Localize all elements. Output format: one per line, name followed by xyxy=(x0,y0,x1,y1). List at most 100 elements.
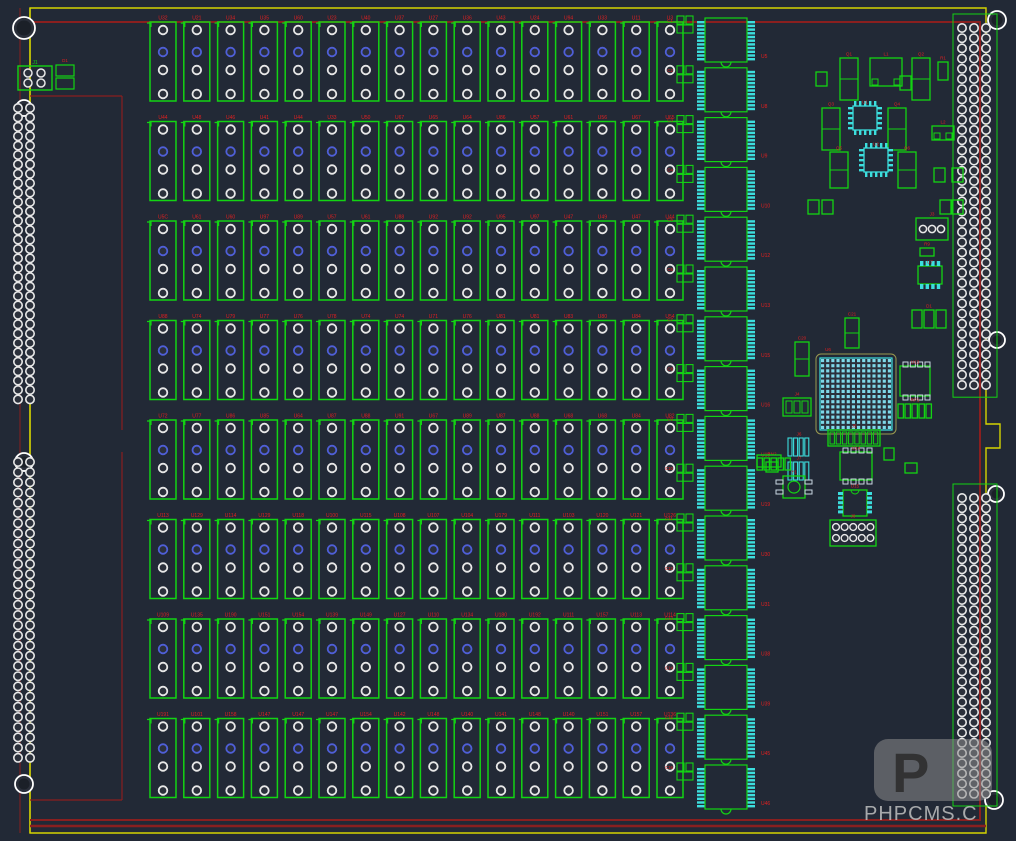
memory-slot[interactable]: U111 xyxy=(552,613,583,699)
connector-pad[interactable] xyxy=(24,328,35,339)
connector-pad[interactable] xyxy=(968,574,979,585)
slot-pad[interactable] xyxy=(462,544,473,555)
connector-pad[interactable] xyxy=(24,477,35,488)
slot-pad[interactable] xyxy=(360,621,372,633)
slot-pad[interactable] xyxy=(394,586,405,597)
connector-pad[interactable] xyxy=(956,574,967,585)
cap-body-b[interactable] xyxy=(685,613,694,623)
slot-pad[interactable] xyxy=(293,387,304,398)
memory-slot[interactable]: U64 xyxy=(451,115,481,202)
slot-pad[interactable] xyxy=(462,345,473,356)
slot-pad[interactable] xyxy=(326,422,338,434)
connector-pad[interactable] xyxy=(980,104,991,115)
slot-pad[interactable] xyxy=(664,387,676,398)
slot-pad[interactable] xyxy=(495,586,507,597)
ic-body[interactable] xyxy=(704,764,748,810)
slot-pad[interactable] xyxy=(326,345,338,356)
connector-pad[interactable] xyxy=(24,548,35,559)
connector-pad[interactable] xyxy=(968,328,979,339)
slot-pad[interactable] xyxy=(462,46,473,58)
connector-pad[interactable] xyxy=(968,635,979,646)
memory-slot[interactable]: U74 xyxy=(180,314,211,401)
slot-pad[interactable] xyxy=(293,263,304,275)
component-J5[interactable]: J5 xyxy=(827,424,881,447)
connector-pad[interactable] xyxy=(24,309,35,320)
slot-pad[interactable] xyxy=(462,621,473,633)
slot-outline[interactable] xyxy=(453,618,481,699)
memory-slot[interactable]: U43 xyxy=(485,16,515,102)
slot-pad[interactable] xyxy=(157,761,169,772)
slot-pad[interactable] xyxy=(394,88,405,100)
connector-pad[interactable] xyxy=(956,186,967,197)
component-U2[interactable]: U2 xyxy=(859,142,893,178)
component-J4[interactable]: J4 xyxy=(782,392,812,417)
connector-pad[interactable] xyxy=(980,237,991,248)
connector-pad[interactable] xyxy=(24,272,35,283)
memory-slot[interactable]: U113 xyxy=(147,513,177,600)
connector-pad[interactable] xyxy=(968,359,979,370)
slot-pad[interactable] xyxy=(225,743,236,754)
slot-pad[interactable] xyxy=(563,743,574,754)
connector-pad[interactable] xyxy=(956,615,967,626)
slot-outline[interactable] xyxy=(183,21,211,102)
connector-pad[interactable] xyxy=(956,349,967,360)
slot-outline[interactable] xyxy=(554,419,583,500)
slot-pad[interactable] xyxy=(259,643,270,655)
slot-pad[interactable] xyxy=(563,643,574,655)
slot-pad[interactable] xyxy=(259,363,270,374)
slot-pad[interactable] xyxy=(631,164,642,175)
connector-pad[interactable] xyxy=(980,247,991,258)
slot-outline[interactable] xyxy=(453,419,481,500)
connector-pad[interactable] xyxy=(956,778,967,789)
cap-body-c[interactable] xyxy=(676,124,694,134)
slot-pad[interactable] xyxy=(191,486,203,498)
connector-pad[interactable] xyxy=(968,503,979,514)
connector-pad[interactable] xyxy=(968,43,979,54)
passive-body[interactable] xyxy=(756,454,782,468)
memory-slot[interactable]: U67 xyxy=(620,115,650,202)
connector-pad[interactable] xyxy=(980,503,991,514)
slot-outline[interactable] xyxy=(385,120,414,202)
slot-pad[interactable] xyxy=(191,164,203,175)
slot-pad[interactable] xyxy=(597,188,608,199)
memory-slot[interactable]: U87 xyxy=(485,414,515,500)
slot-pad[interactable] xyxy=(664,444,676,456)
connector-pad[interactable] xyxy=(13,159,23,170)
connector-pad[interactable] xyxy=(13,701,23,712)
memory-slot[interactable]: U33 xyxy=(586,16,617,102)
connector-pad[interactable] xyxy=(24,752,35,763)
connector-pad[interactable] xyxy=(13,640,23,651)
connector-pad[interactable] xyxy=(980,176,991,187)
slot-pad[interactable] xyxy=(191,64,203,76)
connector-pad[interactable] xyxy=(13,103,23,114)
slot-pad[interactable] xyxy=(360,544,372,555)
cap-body-b[interactable] xyxy=(685,164,694,174)
slot-pad[interactable] xyxy=(495,46,507,58)
passive-component[interactable] xyxy=(765,461,779,473)
slot-pad[interactable] xyxy=(495,743,507,754)
connector-pad[interactable] xyxy=(24,518,35,529)
slot-pad[interactable] xyxy=(597,287,608,299)
connector-pad[interactable] xyxy=(956,196,967,207)
connector-pad[interactable] xyxy=(13,319,23,330)
slot-outline[interactable] xyxy=(487,220,515,301)
slot-pad[interactable] xyxy=(225,287,236,299)
connector-pad[interactable] xyxy=(956,737,967,748)
memory-slot[interactable]: U33 xyxy=(316,115,346,202)
slot-pad[interactable] xyxy=(225,785,236,796)
slot-pad[interactable] xyxy=(529,345,541,356)
slot-outline[interactable] xyxy=(419,518,448,600)
slot-pad[interactable] xyxy=(563,64,574,76)
header-pin[interactable] xyxy=(860,431,866,445)
connector-pad[interactable] xyxy=(980,114,991,125)
slot-pad[interactable] xyxy=(394,223,405,235)
connector-pad[interactable] xyxy=(13,599,23,610)
memory-slot[interactable]: U35 xyxy=(248,16,279,102)
memory-slot[interactable]: U109 xyxy=(147,613,177,699)
connector-pad[interactable] xyxy=(13,337,23,348)
connector-pad[interactable] xyxy=(24,630,35,641)
connector-pad[interactable] xyxy=(13,281,23,292)
slot-pad[interactable] xyxy=(157,387,169,398)
slot-outline[interactable] xyxy=(284,21,312,102)
